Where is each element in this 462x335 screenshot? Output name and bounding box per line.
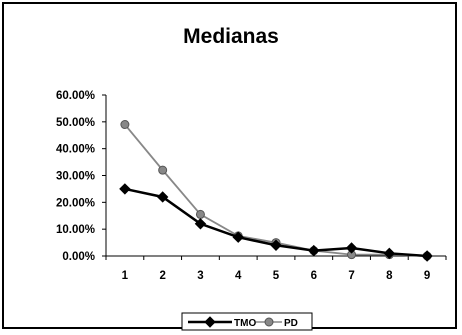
x-tick-label: 2 (159, 270, 165, 282)
data-point-tmo (270, 239, 282, 251)
y-axis-ticks: 60.00% 50.00% 40.00% 30.00% 20.00% 10.00% 0.00… (56, 90, 106, 263)
legend-label-tmo: TMO (234, 318, 256, 329)
series-layer (119, 120, 433, 262)
y-tick-label: 50.00% (56, 117, 95, 129)
data-point-pd (195, 209, 205, 219)
legend-marker-pd (264, 317, 274, 327)
series-tmo (119, 183, 433, 262)
y-tick-label: 40.00% (56, 144, 95, 156)
data-point-tmo (383, 247, 396, 260)
y-tick-label: 30.00% (56, 171, 95, 183)
x-tick-label: 6 (311, 270, 317, 282)
x-tick-label: 7 (348, 270, 354, 282)
legend-label-pd: PD (284, 318, 298, 329)
x-tick-label: 4 (235, 270, 242, 282)
data-point-pd (158, 165, 168, 175)
y-tick-label: 10.00% (56, 224, 95, 236)
x-axis-ticks: 1 2 3 4 5 6 7 8 9 (105, 256, 447, 282)
x-tick-label: 1 (122, 270, 129, 282)
data-point-tmo (119, 183, 131, 195)
x-tick-label: 3 (197, 270, 203, 282)
x-tick-label: 9 (424, 270, 430, 282)
y-tick-label: 0.00% (62, 251, 95, 263)
data-point-tmo (421, 250, 433, 262)
axes (105, 95, 446, 257)
data-point-tmo (156, 191, 169, 203)
chart-title: Medianas (183, 25, 279, 48)
series-pd (120, 120, 432, 261)
series-line-pd (124, 123, 428, 257)
data-point-tmo (345, 242, 358, 254)
data-point-tmo (194, 218, 207, 230)
x-tick-label: 5 (273, 270, 280, 282)
data-point-tmo (232, 231, 244, 243)
chart-frame (2, 2, 457, 329)
x-tick-label: 8 (386, 270, 393, 282)
legend: TMO PD (181, 312, 313, 331)
legend-box (181, 312, 313, 331)
data-point-tmo (308, 244, 320, 257)
y-tick-label: 60.00% (56, 90, 95, 102)
legend-marker-tmo (204, 316, 216, 328)
y-tick-label: 20.00% (56, 197, 95, 209)
data-point-pd (120, 120, 130, 130)
